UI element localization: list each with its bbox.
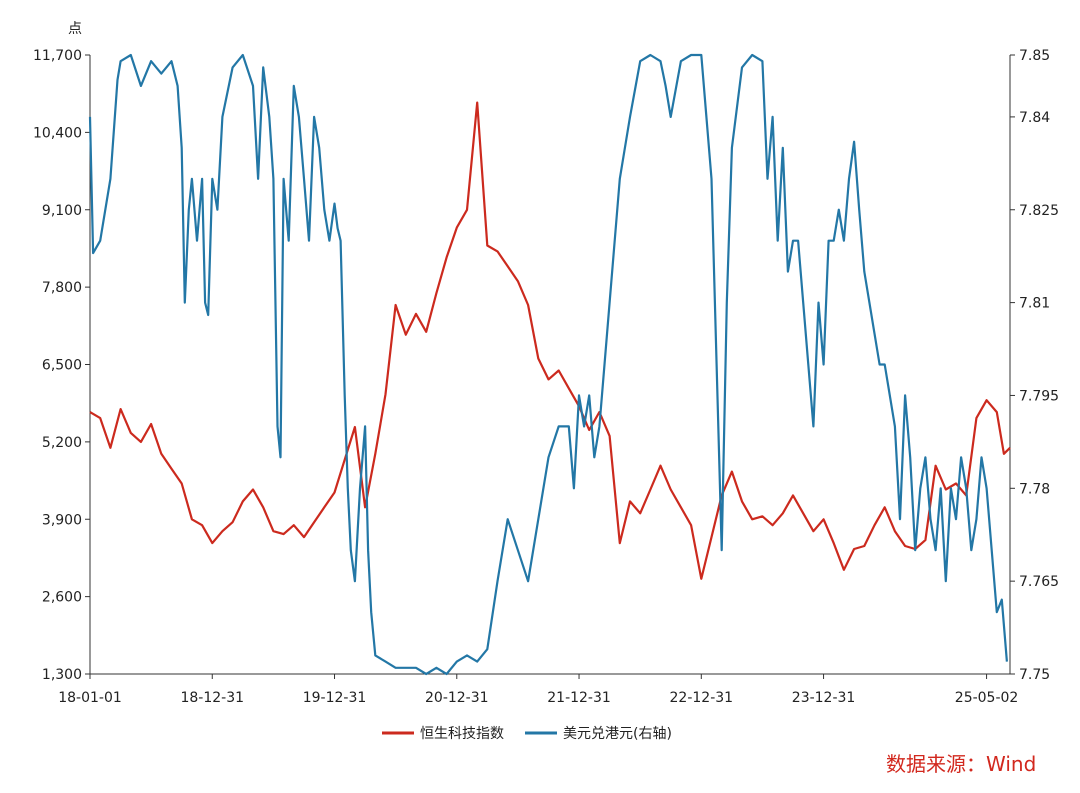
axes: 1,300 2,600 3,900 5,200 6,500 7,800 9,100 10,40… xyxy=(33,21,1059,706)
series-line-hstech xyxy=(89,101,1011,580)
right-tick-label: 7.81 xyxy=(1019,296,1050,312)
left-tick-label: 2,600 xyxy=(42,590,82,606)
right-tick-label: 7.85 xyxy=(1019,48,1050,64)
legend-label: 恒生科技指数 xyxy=(420,726,504,742)
left-tick-label: 7,800 xyxy=(42,280,82,296)
right-tick-label: 7.765 xyxy=(1019,574,1059,590)
left-tick-label: 6,500 xyxy=(42,358,82,374)
x-tick-label: 19-12-31 xyxy=(303,690,367,706)
left-tick-label: 9,100 xyxy=(42,203,82,219)
x-tick-label: 25-05-02 xyxy=(955,690,1019,706)
left-axis-unit: 点 xyxy=(68,21,82,37)
x-tick-label: 20-12-31 xyxy=(425,690,489,706)
x-tick-label: 23-12-31 xyxy=(792,690,856,706)
right-tick-label: 7.795 xyxy=(1019,388,1059,404)
legend: 恒生科技指数 美元兑港元(右轴) xyxy=(382,726,672,742)
left-tick-label: 3,900 xyxy=(42,512,82,528)
right-tick-label: 7.75 xyxy=(1019,667,1050,683)
right-tick-label: 7.78 xyxy=(1019,481,1050,497)
right-tick-label: 7.825 xyxy=(1019,203,1059,219)
source-note: 数据来源：Wind xyxy=(886,752,1037,776)
x-tick-label: 18-12-31 xyxy=(180,690,244,706)
left-tick-label: 10,400 xyxy=(33,125,82,141)
left-tick-label: 11,700 xyxy=(33,48,82,64)
series-layer xyxy=(88,53,1011,676)
series-line-usdhkd xyxy=(88,53,1008,676)
x-tick-label: 18-01-01 xyxy=(58,690,122,706)
left-tick-label: 5,200 xyxy=(42,435,82,451)
x-tick-label: 22-12-31 xyxy=(670,690,734,706)
left-tick-label: 1,300 xyxy=(42,667,82,683)
right-tick-label: 7.84 xyxy=(1019,110,1050,126)
x-tick-label: 21-12-31 xyxy=(547,690,611,706)
legend-label: 美元兑港元(右轴) xyxy=(563,726,672,742)
